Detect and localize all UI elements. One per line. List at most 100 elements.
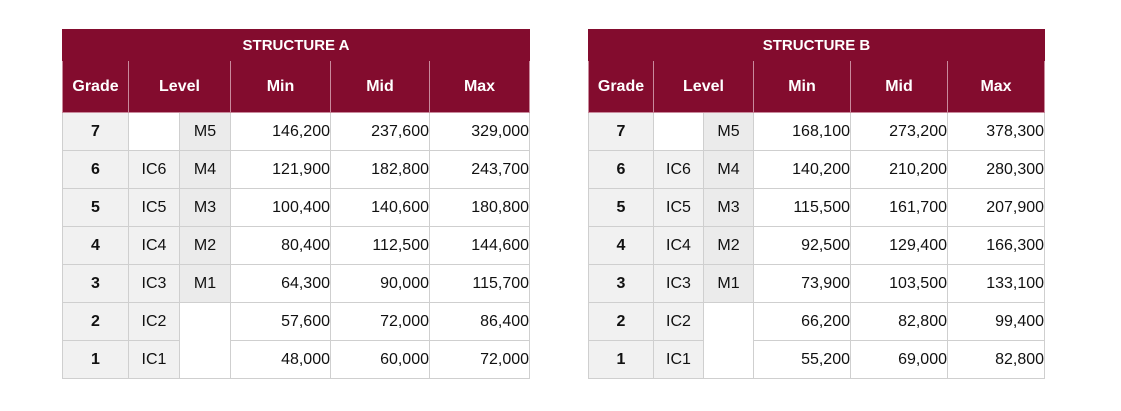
table-row: 6 IC6 M4 140,200 210,200 280,300 bbox=[588, 150, 1046, 189]
table-row: 4 IC4 M2 80,400 112,500 144,600 bbox=[62, 226, 531, 265]
ic-level-cell: IC5 bbox=[653, 188, 704, 227]
min-header: Min bbox=[230, 60, 331, 113]
ic-level-cell: IC6 bbox=[653, 150, 704, 189]
m-level-cell: M4 bbox=[179, 150, 231, 189]
mid-cell: 140,600 bbox=[330, 188, 430, 227]
min-header: Min bbox=[753, 60, 851, 113]
max-cell: 72,000 bbox=[428, 340, 531, 379]
mid-cell: 103,500 bbox=[850, 264, 948, 303]
table-title: STRUCTURE A bbox=[61, 29, 531, 61]
m-level-cell bbox=[703, 302, 754, 379]
mid-cell: 69,000 bbox=[850, 340, 948, 379]
min-cell: 92,500 bbox=[753, 226, 851, 265]
m-level-cell: M2 bbox=[703, 226, 754, 265]
max-cell: 115,700 bbox=[428, 264, 531, 303]
m-level-cell: M4 bbox=[703, 150, 754, 189]
min-cell: 115,500 bbox=[753, 188, 851, 227]
table-row: 7 M5 146,200 237,600 329,000 bbox=[62, 112, 531, 151]
table-row: 2 IC2 57,600 72,000 86,400 bbox=[62, 302, 531, 379]
max-header: Max bbox=[946, 60, 1046, 113]
m-level-cell: M1 bbox=[179, 264, 231, 303]
min-cell: 80,400 bbox=[230, 226, 331, 265]
grade-header: Grade bbox=[62, 60, 129, 113]
m-level-cell: M2 bbox=[179, 226, 231, 265]
table-row: 3 IC3 M1 73,900 103,500 133,100 bbox=[588, 264, 1046, 303]
grade-cell: 1 bbox=[588, 340, 654, 379]
max-cell: 99,400 bbox=[946, 302, 1046, 341]
max-cell: 180,800 bbox=[428, 188, 531, 227]
mid-header: Mid bbox=[330, 60, 430, 113]
max-cell: 243,700 bbox=[428, 150, 531, 189]
table-row: 2 IC2 66,200 82,800 99,400 bbox=[588, 302, 1046, 379]
grade-cell: 3 bbox=[62, 264, 129, 303]
ic-level-cell: IC3 bbox=[128, 264, 180, 303]
ic-level-cell: IC2 bbox=[128, 302, 180, 341]
grade-cell: 3 bbox=[588, 264, 654, 303]
mid-cell: 90,000 bbox=[330, 264, 430, 303]
level-header: Level bbox=[653, 60, 754, 113]
max-cell: 166,300 bbox=[946, 226, 1046, 265]
mid-header: Mid bbox=[850, 60, 948, 113]
min-cell: 64,300 bbox=[230, 264, 331, 303]
ic-level-cell: IC5 bbox=[128, 188, 180, 227]
table-row: 1 IC1 55,200 69,000 82,800 bbox=[588, 340, 1046, 379]
min-cell: 146,200 bbox=[230, 112, 331, 151]
max-cell: 86,400 bbox=[428, 302, 531, 341]
table-row: 7 M5 168,100 273,200 378,300 bbox=[588, 112, 1046, 151]
m-level-cell bbox=[179, 302, 231, 379]
max-cell: 207,900 bbox=[946, 188, 1046, 227]
structure-a-table: STRUCTURE A Grade Level Min Mid Max 7 M5… bbox=[61, 29, 531, 379]
table-row: 6 IC6 M4 121,900 182,800 243,700 bbox=[62, 150, 531, 189]
table-title: STRUCTURE B bbox=[587, 29, 1046, 61]
ic-level-cell: IC1 bbox=[128, 340, 180, 379]
structure-b-table: STRUCTURE B Grade Level Min Mid Max 7 M5… bbox=[587, 29, 1046, 379]
grade-cell: 2 bbox=[62, 302, 129, 341]
grade-header: Grade bbox=[588, 60, 654, 113]
table-row: 5 IC5 M3 100,400 140,600 180,800 bbox=[62, 188, 531, 227]
mid-cell: 60,000 bbox=[330, 340, 430, 379]
mid-cell: 237,600 bbox=[330, 112, 430, 151]
min-cell: 140,200 bbox=[753, 150, 851, 189]
grade-cell: 5 bbox=[62, 188, 129, 227]
max-cell: 144,600 bbox=[428, 226, 531, 265]
grade-cell: 4 bbox=[588, 226, 654, 265]
m-level-cell: M3 bbox=[703, 188, 754, 227]
min-cell: 121,900 bbox=[230, 150, 331, 189]
ic-level-cell: IC6 bbox=[128, 150, 180, 189]
max-cell: 133,100 bbox=[946, 264, 1046, 303]
mid-cell: 273,200 bbox=[850, 112, 948, 151]
m-level-cell: M3 bbox=[179, 188, 231, 227]
min-cell: 73,900 bbox=[753, 264, 851, 303]
min-cell: 100,400 bbox=[230, 188, 331, 227]
ic-level-cell: IC1 bbox=[653, 340, 704, 379]
ic-level-cell bbox=[653, 112, 704, 151]
mid-cell: 182,800 bbox=[330, 150, 430, 189]
table-row: 1 IC1 48,000 60,000 72,000 bbox=[62, 340, 531, 379]
level-header: Level bbox=[128, 60, 231, 113]
ic-level-cell: IC4 bbox=[653, 226, 704, 265]
min-cell: 55,200 bbox=[753, 340, 851, 379]
max-cell: 378,300 bbox=[946, 112, 1046, 151]
ic-level-cell: IC3 bbox=[653, 264, 704, 303]
grade-cell: 4 bbox=[62, 226, 129, 265]
mid-cell: 82,800 bbox=[850, 302, 948, 341]
max-header: Max bbox=[428, 60, 531, 113]
ic-level-cell: IC4 bbox=[128, 226, 180, 265]
grade-cell: 6 bbox=[588, 150, 654, 189]
mid-cell: 112,500 bbox=[330, 226, 430, 265]
min-cell: 57,600 bbox=[230, 302, 331, 341]
mid-cell: 72,000 bbox=[330, 302, 430, 341]
min-cell: 66,200 bbox=[753, 302, 851, 341]
grade-cell: 7 bbox=[588, 112, 654, 151]
mid-cell: 129,400 bbox=[850, 226, 948, 265]
grade-cell: 7 bbox=[62, 112, 129, 151]
m-level-cell: M5 bbox=[179, 112, 231, 151]
grade-cell: 1 bbox=[62, 340, 129, 379]
table-row: 5 IC5 M3 115,500 161,700 207,900 bbox=[588, 188, 1046, 227]
min-cell: 168,100 bbox=[753, 112, 851, 151]
m-level-cell: M5 bbox=[703, 112, 754, 151]
mid-cell: 210,200 bbox=[850, 150, 948, 189]
max-cell: 280,300 bbox=[946, 150, 1046, 189]
mid-cell: 161,700 bbox=[850, 188, 948, 227]
